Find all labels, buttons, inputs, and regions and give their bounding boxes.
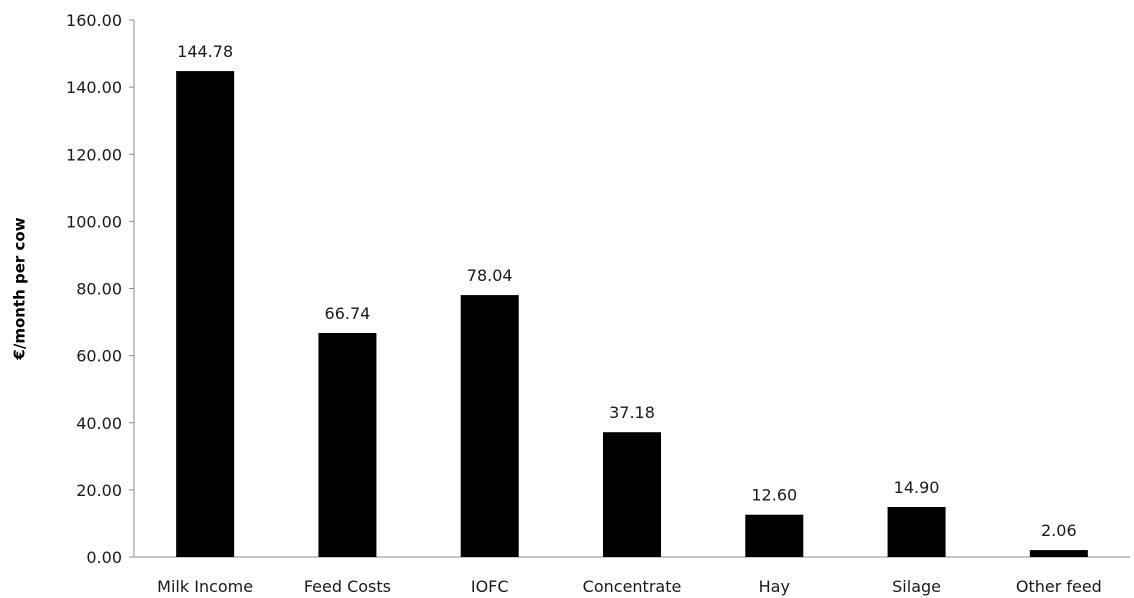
data-label: 14.90 bbox=[894, 478, 940, 497]
bar bbox=[745, 514, 804, 557]
x-tick-label: Hay bbox=[759, 577, 790, 596]
y-tick-label: 120.00 bbox=[66, 145, 122, 164]
data-label: 12.60 bbox=[751, 486, 797, 505]
x-tick-label: Concentrate bbox=[583, 577, 682, 596]
y-tick-label: 20.00 bbox=[76, 481, 122, 500]
data-label: 144.78 bbox=[177, 42, 233, 61]
y-axis: 0.00 20.00 40.00 60.00 80.00 100.00 120.00 140.… bbox=[66, 11, 135, 567]
bar bbox=[460, 295, 519, 557]
data-label: 78.04 bbox=[467, 266, 513, 285]
y-tick-labels: 0.00 20.00 40.00 60.00 80.00 100.00 120.00 140.… bbox=[66, 11, 134, 567]
y-tick-label: 100.00 bbox=[66, 212, 122, 231]
bar bbox=[887, 506, 946, 557]
x-tick-label: Other feed bbox=[1016, 577, 1102, 596]
y-axis-title: €/month per cow bbox=[11, 217, 29, 360]
x-axis: Milk Income Feed Costs IOFC Concentrate Hay S… bbox=[134, 556, 1130, 596]
x-tick-label: Silage bbox=[892, 577, 941, 596]
bar bbox=[176, 71, 235, 557]
y-tick-label: 80.00 bbox=[76, 280, 122, 299]
bar bbox=[318, 333, 377, 557]
y-tick-label: 140.00 bbox=[66, 78, 122, 97]
x-tick-labels: Milk Income Feed Costs IOFC Concentrate Hay S… bbox=[157, 577, 1102, 596]
bars bbox=[176, 71, 1088, 557]
x-tick-label: IOFC bbox=[471, 577, 509, 596]
bar bbox=[1029, 550, 1088, 557]
data-label: 37.18 bbox=[609, 403, 655, 422]
data-label: 66.74 bbox=[325, 304, 371, 323]
data-labels: 144.78 66.74 78.04 37.18 12.60 14.90 2.06 bbox=[177, 42, 1077, 540]
x-tick-label: Milk Income bbox=[157, 577, 253, 596]
data-label: 2.06 bbox=[1041, 521, 1077, 540]
y-tick-label: 60.00 bbox=[76, 347, 122, 366]
y-tick-label: 0.00 bbox=[86, 548, 122, 567]
y-tick-label: 40.00 bbox=[76, 414, 122, 433]
y-tick-label: 160.00 bbox=[66, 11, 122, 30]
bar bbox=[603, 432, 661, 557]
x-tick-label: Feed Costs bbox=[304, 577, 391, 596]
